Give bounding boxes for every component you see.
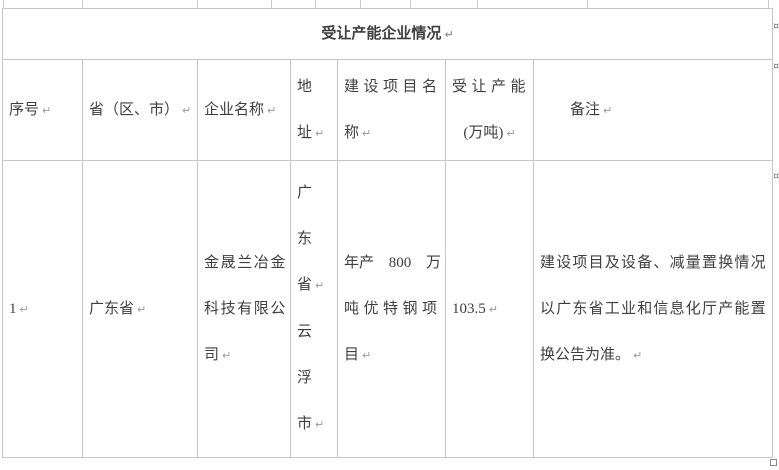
cell-text-line: 受让产能	[452, 78, 531, 95]
cell-text-line: 金晟兰冶金	[204, 254, 288, 271]
paragraph-mark-icon: ↵	[633, 348, 643, 362]
paragraph-mark-icon: ↵	[42, 103, 52, 117]
cell-text-line: 市	[297, 416, 313, 432]
cell-text-line: 1	[9, 300, 17, 317]
paragraph-mark-icon: ↵	[267, 103, 277, 117]
paragraph-mark-icon: ↵	[603, 103, 613, 117]
cell-text-line: 建设项目名	[344, 78, 442, 95]
cell-text-line: 备注	[570, 101, 601, 118]
cell-text-line: 址	[297, 124, 313, 141]
capacity-table: 受让产能企业情况 ↵ 序号 ↵ 省（区、市） ↵ 企业名称 ↵ 地址 ↵ 建设项目名称 ↵ …	[1, 8, 774, 458]
grid-line	[768, 0, 769, 8]
end-of-row-mark: ¤	[773, 61, 779, 72]
data-cell-province: 广东省 ↵	[82, 160, 198, 458]
cell-text-line: 换公告为准。	[540, 346, 631, 363]
paragraph-mark-icon: ↵	[137, 302, 147, 316]
paragraph-mark-icon: ↵	[182, 103, 192, 117]
cell-text-line: 年产 800 万	[344, 254, 442, 271]
cell-text-line: 称	[344, 124, 360, 141]
cell-text-line: 司	[204, 346, 220, 363]
header-cell-project: 建设项目名称 ↵	[337, 59, 446, 161]
data-cell-capacity: 103.5 ↵	[445, 160, 534, 458]
cell-text-line: 地	[297, 78, 313, 95]
paragraph-mark-icon: ↵	[19, 302, 29, 316]
grid-line	[3, 0, 4, 8]
cell-text-line: (万吨)	[463, 124, 504, 141]
grid-line	[315, 0, 316, 8]
grid-line	[197, 0, 198, 8]
grid-line	[587, 0, 588, 8]
header-cell-remark: 备注 ↵	[532, 59, 774, 161]
grid-line	[82, 0, 83, 8]
cell-text-line: 吨优特钢项	[344, 300, 442, 317]
header-cell-capacity: 受让产能 (万吨) ↵	[445, 59, 534, 161]
paragraph-mark-icon: ↵	[315, 418, 325, 431]
cell-text-line: 以广东省工业和信息化厅产能置	[540, 300, 767, 317]
end-of-row-mark: ¤	[773, 21, 779, 32]
cell-text-line: 建设项目及设备、减量置换情况	[540, 254, 767, 271]
paragraph-mark-icon: ↵	[362, 126, 372, 140]
paragraph-mark-icon: ↵	[362, 348, 372, 362]
cell-text-line: 科技有限公	[204, 300, 288, 317]
paragraph-mark-icon: ↵	[315, 126, 325, 140]
previous-table-row-sliver	[0, 0, 779, 8]
cell-text-line: 广	[297, 185, 313, 201]
table-title: 受让产能企业情况 ↵	[1, 8, 774, 60]
header-cell-company: 企业名称 ↵	[197, 59, 291, 161]
header-cell-province: 省（区、市） ↵	[82, 59, 198, 161]
data-cell-project: 年产 800 万吨优特钢项目 ↵	[337, 160, 446, 458]
cell-text-line: 省（区、市）	[89, 101, 180, 118]
table-row: 1 ↵ 广东省 ↵ 金晟兰冶金 科技有限公司 ↵ 广东省 ↵ 云浮市 ↵ 年产 800 万吨优…	[2, 160, 774, 458]
grid-line	[271, 0, 272, 8]
cell-text-line: 浮	[297, 370, 313, 386]
table-resize-handle[interactable]	[770, 459, 777, 466]
grid-line	[360, 0, 361, 8]
paragraph-mark-icon: ↵	[315, 279, 325, 292]
cell-text-line: 省	[297, 277, 313, 293]
grid-line	[477, 0, 478, 8]
data-cell-address: 广东省 ↵ 云浮市 ↵	[290, 160, 338, 458]
cell-text-line: 东	[297, 231, 313, 247]
cell-text-line: 目	[344, 346, 360, 363]
cell-text-line: 企业名称	[204, 101, 265, 118]
paragraph-mark-icon: ↵	[222, 348, 232, 362]
cell-text-line: 广东省	[89, 300, 135, 317]
header-cell-address: 地址 ↵	[290, 59, 338, 161]
paragraph-mark-icon: ↵	[506, 126, 516, 140]
header-cell-index: 序号 ↵	[2, 59, 83, 161]
end-of-row-mark: ¤	[773, 171, 779, 182]
grid-line	[410, 0, 411, 8]
data-cell-company: 金晟兰冶金科技有限公司 ↵	[197, 160, 291, 458]
paragraph-mark-icon: ↵	[488, 302, 498, 316]
cell-text-line: 103.5	[452, 300, 486, 317]
paragraph-mark-icon: ↵	[444, 27, 454, 41]
cell-text-line: 受让产能企业情况	[321, 25, 442, 42]
cell-text-line: 序号	[9, 101, 40, 118]
data-cell-remark: 建设项目及设备、减量置换情况 以广东省工业和信息化厅产能置 换公告为准。 ↵	[532, 160, 774, 458]
data-cell-index: 1 ↵	[2, 160, 83, 458]
cell-text-line: 云	[297, 324, 313, 340]
